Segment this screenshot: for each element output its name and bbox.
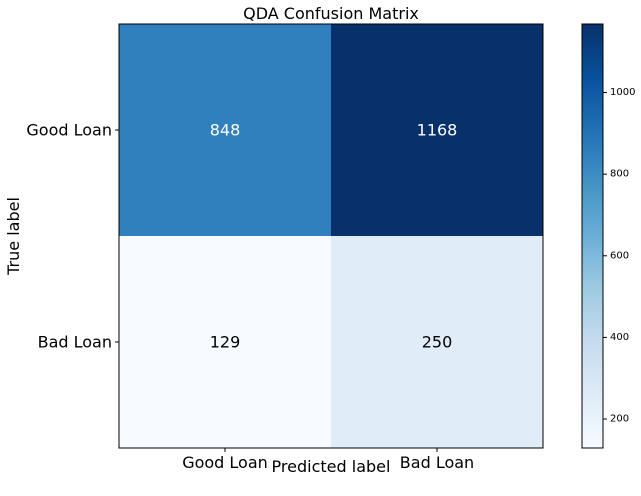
cell-value-r1-c1: 250 (422, 333, 453, 352)
heatmap-cell-r0-c0 (119, 24, 331, 236)
y-tick-label: Good Loan (26, 121, 112, 140)
cell-value-r1-c0: 129 (210, 333, 241, 352)
colorbar (581, 23, 604, 449)
colorbar-tick-label: 600 (610, 250, 629, 261)
x-axis-ticks: Good Loan Bad Loan (182, 448, 474, 472)
heatmap-cells (119, 24, 543, 448)
colorbar-tick-label: 800 (610, 169, 629, 180)
colorbar-tick-label: 200 (610, 414, 629, 425)
x-axis-label: Predicted label (272, 457, 391, 476)
x-tick-label: Good Loan (182, 453, 268, 472)
plot-frame (118, 23, 544, 449)
chart-title: QDA Confusion Matrix (243, 4, 419, 23)
heatmap-cell-r1-c0 (119, 236, 331, 448)
y-tick-label: Bad Loan (38, 333, 112, 352)
y-axis-ticks: Good Loan Bad Loan (26, 121, 119, 352)
cell-value-r0-c1: 1168 (417, 121, 458, 140)
colorbar-ticks: 200 400 600 800 1000 (603, 87, 635, 425)
y-axis-label: True label (4, 197, 23, 276)
colorbar-tick-label: 400 (610, 332, 629, 343)
x-tick-label: Bad Loan (400, 453, 474, 472)
heatmap-cell-labels: 848 1168 129 250 (210, 121, 458, 352)
heatmap-cell-r0-c1 (331, 24, 543, 236)
heatmap-cell-r1-c1 (331, 236, 543, 448)
colorbar-tick-label: 1000 (610, 87, 635, 98)
cell-value-r0-c0: 848 (210, 121, 241, 140)
